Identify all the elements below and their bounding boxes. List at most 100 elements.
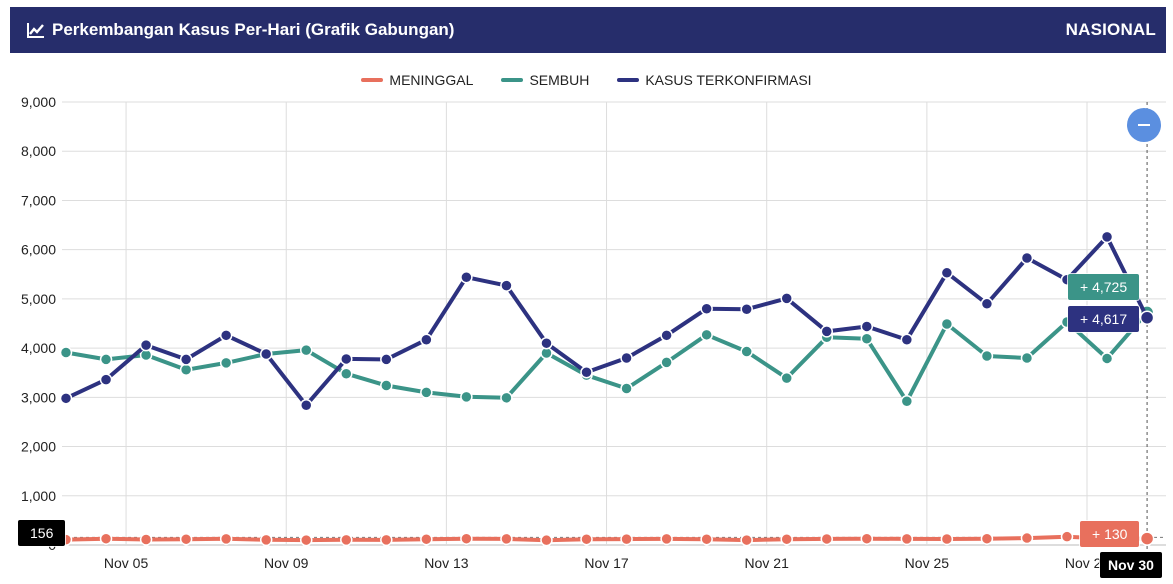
y-tick-label: 8,000	[21, 143, 56, 159]
point-kasus-terkonfirmasi	[219, 329, 233, 342]
point-meninggal	[740, 533, 753, 547]
point-meninggal	[540, 533, 553, 547]
point-sembuh	[620, 382, 633, 395]
x-tick-label: Nov 21	[745, 555, 790, 571]
point-sembuh	[420, 386, 433, 399]
tooltip-kasus-terkonfirmasi: + 4,617	[1068, 306, 1140, 332]
region-label[interactable]: NASIONAL	[1065, 20, 1156, 39]
point-kasus-terkonfirmasi	[460, 270, 473, 284]
y-tick-label: 6,000	[21, 242, 56, 258]
chart-line-icon	[27, 23, 44, 38]
legend-item-meninggal[interactable]: MENINGGAL	[361, 72, 473, 88]
point-meninggal	[700, 532, 713, 546]
point-kasus-terkonfirmasi	[740, 302, 753, 316]
point-meninggal	[420, 532, 433, 546]
point-sembuh	[99, 353, 113, 366]
chart-title: Perkembangan Kasus Per-Hari (Grafik Gabu…	[26, 20, 454, 40]
y-tick-label: 3,000	[21, 389, 56, 405]
x-tick-label: Nov 29	[1065, 555, 1110, 571]
tooltip-meninggal: + 130	[1080, 521, 1140, 547]
point-meninggal	[940, 532, 954, 546]
point-sembuh	[940, 317, 954, 331]
point-meninggal	[179, 532, 193, 546]
point-meninggal	[1139, 531, 1155, 546]
point-kasus-terkonfirmasi	[59, 392, 73, 405]
line-kasus-terkonfirmasi	[64, 234, 1150, 408]
point-kasus-terkonfirmasi	[900, 333, 914, 346]
legend-item-kasus-terkonfirmasi[interactable]: KASUS TERKONFIRMASI	[617, 72, 812, 88]
legend-label-kasus-terkonfirmasi: KASUS TERKONFIRMASI	[645, 72, 812, 88]
legend-swatch-kasus-terkonfirmasi	[617, 78, 640, 82]
point-meninggal	[99, 532, 113, 545]
y-tick-label: 1,000	[21, 488, 56, 504]
point-kasus-terkonfirmasi	[820, 325, 834, 338]
point-meninggal	[780, 532, 793, 546]
point-sembuh	[900, 395, 914, 408]
point-meninggal	[820, 532, 834, 546]
series-meninggal	[59, 530, 1155, 547]
legend-label-sembuh: SEMBUH	[529, 72, 590, 88]
x-axis: Nov 05 Nov 09 Nov 13 Nov 17 Nov 21 Nov 25 Nov …	[104, 555, 1110, 571]
x-tick-label: Nov 05	[104, 555, 149, 571]
point-sembuh	[780, 371, 793, 385]
point-meninggal	[980, 532, 994, 545]
y-tick-label: 4,000	[21, 340, 56, 356]
point-sembuh	[700, 328, 713, 342]
point-sembuh	[179, 363, 193, 377]
point-kasus-terkonfirmasi	[179, 353, 193, 366]
point-sembuh	[380, 379, 393, 392]
x-crosshair-label: Nov 30	[1100, 552, 1162, 578]
point-kasus-terkonfirmasi	[1100, 230, 1114, 244]
y-tick-label: 2,000	[21, 439, 56, 455]
point-kasus-terkonfirmasi	[340, 352, 353, 366]
point-sembuh	[660, 356, 673, 369]
point-kasus-terkonfirmasi	[700, 302, 713, 315]
y-tick-label: 9,000	[21, 94, 56, 110]
point-kasus-terkonfirmasi	[139, 338, 153, 352]
x-tick-label: Nov 17	[584, 555, 629, 571]
x-tick-label: Nov 09	[264, 555, 309, 571]
point-kasus-terkonfirmasi	[500, 279, 513, 292]
point-kasus-terkonfirmasi	[540, 336, 553, 350]
reset-zoom-button[interactable]	[1127, 108, 1161, 142]
point-meninggal	[620, 532, 633, 546]
point-meninggal	[580, 532, 593, 546]
point-meninggal	[660, 532, 673, 546]
point-meninggal	[259, 533, 273, 547]
point-kasus-terkonfirmasi	[299, 398, 313, 412]
point-kasus-terkonfirmasi	[940, 266, 954, 280]
minus-icon	[1138, 124, 1150, 126]
crosshair	[62, 102, 1166, 551]
point-kasus-terkonfirmasi	[1020, 251, 1034, 265]
line-sembuh	[64, 310, 1150, 404]
point-sembuh	[340, 367, 353, 380]
line-meninggal	[64, 534, 1150, 543]
point-meninggal	[219, 532, 233, 546]
point-meninggal	[299, 533, 313, 547]
point-kasus-terkonfirmasi	[420, 333, 433, 346]
chart-header: Perkembangan Kasus Per-Hari (Grafik Gabu…	[10, 7, 1166, 53]
point-kasus-terkonfirmasi	[99, 373, 113, 386]
point-sembuh	[299, 343, 313, 357]
legend-label-meninggal: MENINGGAL	[389, 72, 474, 88]
point-kasus-terkonfirmasi	[1139, 310, 1155, 325]
series-kasus-terkonfirmasi	[59, 230, 1155, 412]
point-sembuh	[59, 346, 73, 359]
point-meninggal	[460, 532, 473, 545]
point-sembuh	[740, 345, 753, 358]
legend-item-sembuh[interactable]: SEMBUH	[501, 72, 589, 88]
point-meninggal	[139, 533, 153, 546]
y-crosshair-label: 156	[18, 520, 66, 546]
point-kasus-terkonfirmasi	[780, 292, 793, 305]
point-sembuh	[500, 391, 513, 405]
point-meninggal	[1060, 530, 1074, 543]
chart-legend: MENINGGAL SEMBUH KASUS TERKONFIRMASI	[0, 72, 1173, 88]
tooltip-sembuh: + 4,725	[1068, 274, 1140, 300]
point-meninggal	[1020, 531, 1034, 545]
point-kasus-terkonfirmasi	[380, 353, 393, 366]
point-kasus-terkonfirmasi	[620, 351, 633, 365]
legend-swatch-meninggal	[361, 78, 384, 82]
x-tick-label: Nov 25	[905, 555, 950, 571]
point-kasus-terkonfirmasi	[860, 320, 874, 333]
